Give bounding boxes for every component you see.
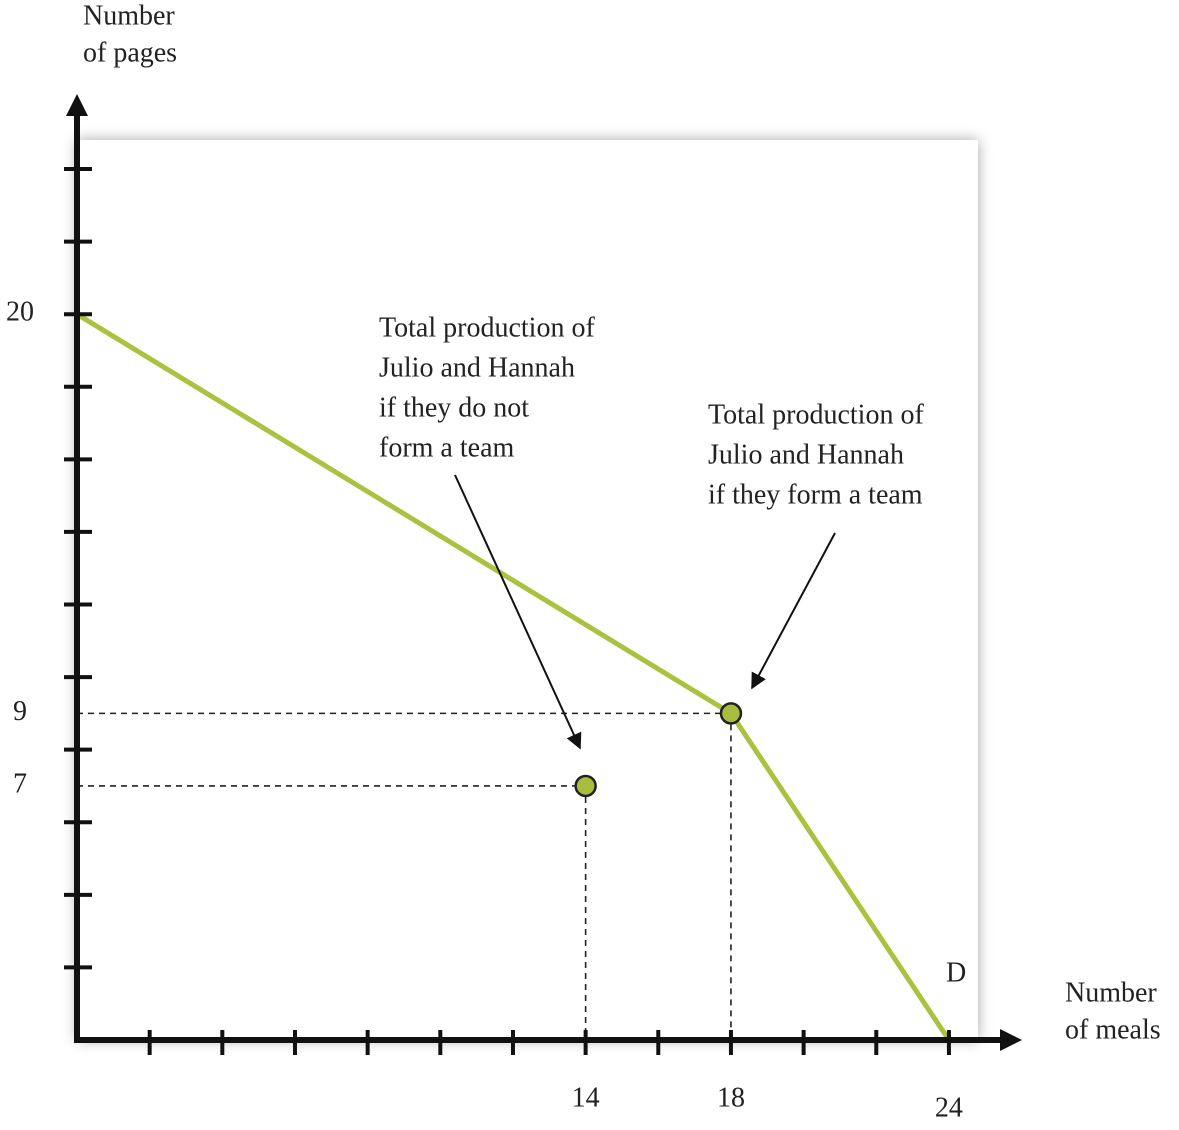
y-axis-arrow [66, 94, 88, 116]
x-tick-label: 18 [717, 1082, 745, 1113]
y-tick-label: 9 [13, 696, 27, 727]
y-tick-label: 20 [6, 297, 34, 328]
y-axis-label: Number [83, 0, 175, 31]
annotation: form a team [379, 432, 514, 463]
data-point [574, 774, 597, 798]
x-axis-label: of meals [1065, 1014, 1161, 1045]
x-tick-label: 24 [935, 1092, 963, 1123]
annotation-arrow [454, 474, 582, 750]
y-axis-label: of pages [83, 37, 177, 68]
x-axis-label: Number [1065, 977, 1157, 1008]
annotation: Julio and Hannah [708, 439, 904, 470]
annotation-arrow [751, 532, 836, 690]
y-tick-label: 7 [13, 768, 27, 799]
annotation: Total production of [379, 312, 595, 343]
annotation: if they form a team [708, 479, 923, 510]
annotation: D [946, 957, 966, 988]
data-point [719, 702, 743, 725]
annotation: Total production of [708, 399, 924, 430]
x-tick-label: 14 [572, 1082, 600, 1113]
annotation: if they do not [379, 392, 529, 423]
annotation: Julio and Hannah [379, 352, 575, 383]
x-axis-arrow [1000, 1029, 1022, 1051]
